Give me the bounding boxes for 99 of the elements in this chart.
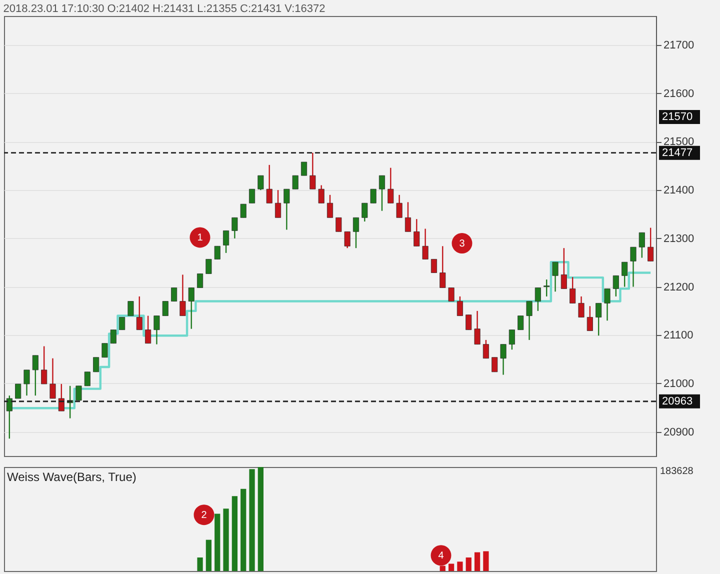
candlestick (214, 246, 220, 260)
bar (483, 551, 489, 571)
candlestick (258, 174, 264, 191)
chart-title: 2018.23.01 17:10:30 O:21402 H:21431 L:21355 C:21431 V:16372 (3, 3, 326, 15)
candlestick (492, 356, 498, 372)
candlestick (197, 273, 204, 288)
candlestick (560, 247, 567, 290)
candlestick (93, 356, 100, 372)
candlestick (604, 288, 610, 322)
candlestick (284, 188, 290, 230)
candlestick (300, 161, 308, 176)
candlestick (422, 228, 428, 260)
candlestick (500, 344, 506, 376)
candlestick (638, 232, 645, 258)
candlestick (232, 217, 238, 240)
candlestick (474, 310, 480, 345)
candlestick (223, 230, 230, 254)
candlestick (508, 329, 515, 350)
candlestick (154, 315, 160, 345)
bar (258, 467, 264, 571)
candlestick (274, 189, 282, 218)
candlestick (552, 262, 558, 292)
candlestick (448, 287, 454, 302)
annotation: 1 (197, 232, 204, 244)
bar (223, 508, 229, 571)
candlestick (128, 300, 134, 316)
candlestick (352, 217, 360, 249)
candlestick (396, 194, 402, 218)
y-tick-label: 21500 (664, 136, 694, 148)
bar (466, 557, 472, 571)
candlestick (136, 296, 142, 330)
candlestick (180, 274, 186, 316)
candlestick (404, 202, 411, 232)
annotation: 2 (201, 510, 208, 521)
annotation: 4 (438, 550, 444, 562)
candlestick (326, 194, 334, 218)
candlestick (110, 329, 116, 344)
candlestick (292, 174, 298, 190)
bar (474, 552, 480, 571)
candlestick (648, 227, 654, 262)
candlestick (162, 300, 168, 316)
ref-line-label: 21477 (662, 146, 693, 159)
candlestick (388, 167, 394, 204)
candlestick (119, 316, 126, 330)
candlestick (518, 315, 524, 330)
candlestick (249, 188, 256, 204)
bar (214, 514, 220, 571)
candlestick (266, 164, 272, 204)
candlestick (102, 342, 108, 358)
candlestick (630, 246, 636, 288)
candlestick (318, 184, 324, 204)
candlestick (171, 287, 178, 302)
y-tick-label: 21000 (664, 378, 694, 390)
annotation: 3 (459, 238, 466, 250)
bar (206, 540, 212, 571)
candlestick (370, 188, 376, 204)
bar (232, 496, 238, 571)
y-tick-label: 21700 (664, 40, 694, 52)
candlestick (24, 369, 30, 396)
candlestick (482, 339, 489, 359)
text: 183628 (660, 466, 694, 477)
y-tick-label: 21400 (664, 184, 694, 197)
candlestick (596, 302, 602, 336)
y-tick-label: 20900 (664, 426, 694, 438)
y-tick-label: 21300 (664, 232, 694, 245)
ref-line-label: 20963 (662, 395, 693, 408)
candlestick (430, 258, 437, 274)
candlestick (622, 262, 628, 288)
candlestick (570, 276, 576, 304)
text: 21570 (662, 111, 693, 123)
bar (197, 557, 203, 571)
bar (249, 469, 255, 571)
candlestick (534, 287, 541, 312)
bar (457, 562, 463, 571)
bar (240, 488, 246, 571)
candlestick (336, 217, 342, 232)
y-tick-label: 21600 (664, 88, 694, 100)
candlestick (84, 371, 90, 386)
chart-title: Weiss Wave(Bars, True) (7, 470, 136, 484)
candlestick (456, 296, 463, 316)
candlestick (466, 314, 472, 330)
candlestick (362, 202, 368, 222)
candlestick (145, 315, 152, 344)
candlestick (344, 231, 350, 249)
y-tick-label: 21100 (664, 330, 694, 342)
candlestick (240, 203, 246, 218)
candlestick (378, 174, 386, 212)
y-tick-label: 21200 (664, 281, 694, 294)
candlestick (586, 306, 593, 332)
candlestick (206, 258, 212, 274)
candlestick (41, 346, 48, 385)
candlestick (32, 354, 38, 396)
candlestick (578, 296, 584, 318)
candlestick (544, 278, 550, 298)
candlestick (414, 218, 420, 247)
candlestick (526, 300, 532, 341)
candlestick (612, 275, 619, 298)
candlestick (188, 287, 194, 330)
candlestick (440, 246, 446, 288)
